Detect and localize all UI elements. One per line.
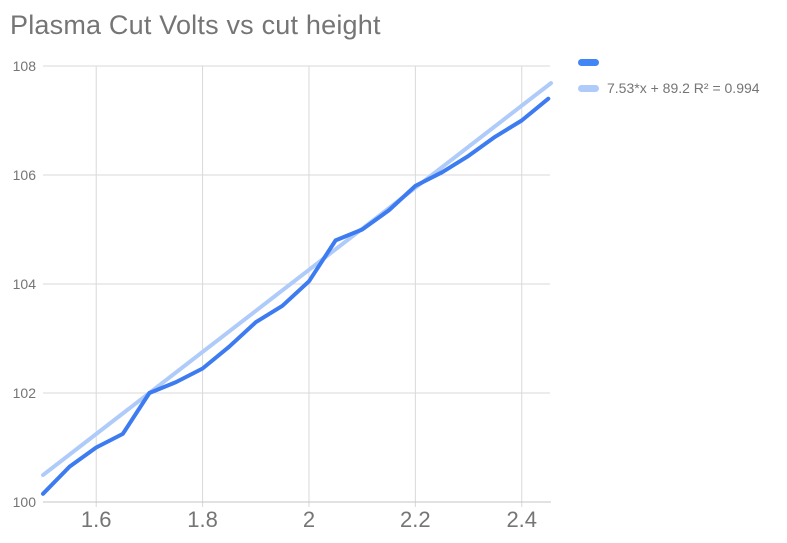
x-axis-tick-label: 2 bbox=[303, 507, 315, 532]
trendline-series bbox=[41, 81, 553, 478]
y-axis-tick-label: 106 bbox=[13, 167, 37, 183]
legend-item-trendline[interactable]: 7.53*x + 89.2 R² = 0.994 bbox=[578, 80, 760, 96]
legend-item-series[interactable] bbox=[578, 58, 760, 66]
y-axis-tick-label: 102 bbox=[13, 385, 37, 401]
chart-title: Plasma Cut Volts vs cut height bbox=[10, 10, 381, 40]
volts-series bbox=[41, 96, 551, 496]
y-axis-tick-label: 104 bbox=[13, 276, 37, 292]
x-axis-tick-label: 1.6 bbox=[81, 507, 112, 532]
y-axis-tick-label: 108 bbox=[13, 58, 37, 74]
x-axis-tick-label: 1.8 bbox=[187, 507, 218, 532]
y-axis-tick-label: 100 bbox=[13, 494, 37, 510]
legend: 7.53*x + 89.2 R² = 0.994 bbox=[578, 58, 760, 110]
trendline-color-swatch bbox=[578, 84, 599, 92]
x-axis-tick-label: 2.2 bbox=[400, 507, 431, 532]
trendline-equation-label: 7.53*x + 89.2 R² = 0.994 bbox=[607, 80, 760, 96]
x-axis-tick-label: 2.4 bbox=[506, 507, 537, 532]
series-color-swatch bbox=[578, 58, 599, 66]
